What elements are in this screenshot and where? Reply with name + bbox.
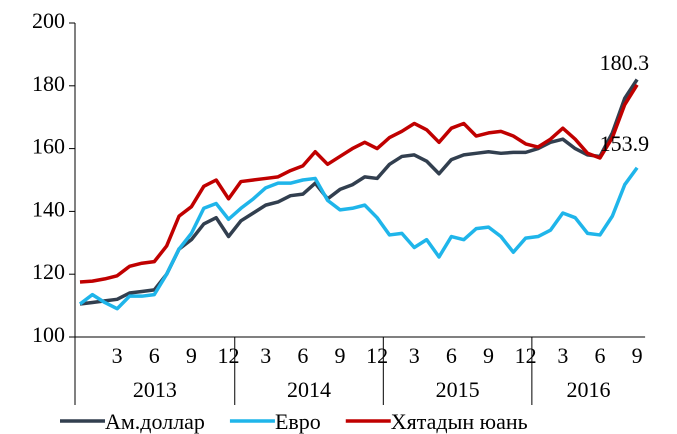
x-tick-label: 9 [483,343,494,368]
x-tick-label: 12 [218,343,240,368]
y-tick-label: 200 [32,8,65,33]
x-tick-label: 3 [260,343,271,368]
series-line [79,83,639,284]
x-tick-label: 9 [186,343,197,368]
data-label: 153.9 [600,131,650,156]
y-tick-label: 140 [32,196,65,221]
x-tick-label: 6 [446,343,457,368]
x-tick-label: 12 [366,343,388,368]
series-line [78,166,639,311]
series-line [79,78,639,306]
legend-label: Хятадын юань [391,409,528,434]
year-label: 2015 [436,377,480,402]
x-tick-label: 12 [515,343,537,368]
x-tick-label: 3 [409,343,420,368]
y-tick-label: 160 [32,134,65,159]
y-tick-label: 100 [32,322,65,347]
x-tick-label: 3 [112,343,123,368]
x-tick-label: 3 [557,343,568,368]
x-tick-label: 6 [149,343,160,368]
x-tick-label: 6 [594,343,605,368]
y-tick-label: 120 [32,259,65,284]
legend-label: Ам.доллар [105,409,205,434]
x-tick-label: 9 [334,343,345,368]
year-label: 2013 [133,377,177,402]
year-label: 2014 [287,377,331,402]
year-label: 2016 [566,377,610,402]
y-tick-label: 180 [32,71,65,96]
data-label: 180.3 [600,50,650,75]
x-tick-label: 6 [297,343,308,368]
x-tick-label: 9 [632,343,643,368]
legend-label: Евро [275,409,321,434]
